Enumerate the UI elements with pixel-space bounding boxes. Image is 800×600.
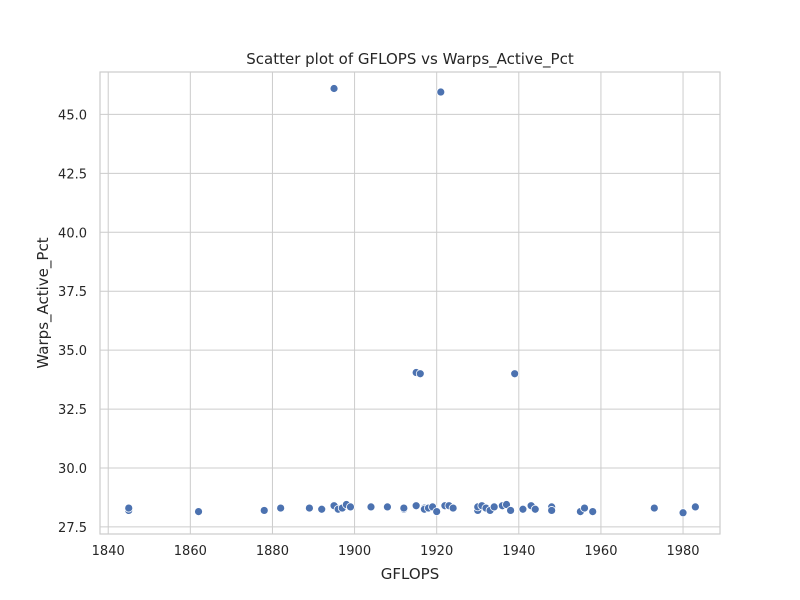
y-tick-label: 45.0 bbox=[58, 108, 87, 123]
scatter-point bbox=[317, 504, 327, 514]
scatter-point bbox=[194, 507, 203, 517]
scatter-point bbox=[649, 503, 659, 513]
x-tick-label: 1980 bbox=[666, 544, 699, 559]
scatter-point bbox=[276, 503, 286, 513]
scatter-point bbox=[415, 369, 425, 379]
x-tick-label: 1840 bbox=[92, 544, 125, 559]
scatter-point bbox=[432, 507, 442, 517]
y-tick-label: 27.5 bbox=[58, 521, 87, 536]
scatter-point bbox=[259, 506, 269, 515]
x-tick-label: 1900 bbox=[338, 544, 371, 559]
x-axis-label: GFLOPS bbox=[381, 565, 439, 583]
x-tick-label: 1960 bbox=[584, 544, 617, 559]
y-tick-labels: 27.5 30.0 32.5 35.0 37.5 40.0 42.5 45.0 bbox=[58, 108, 87, 536]
chart-title: Scatter plot of GFLOPS vs Warps_Active_P… bbox=[246, 50, 574, 69]
scatter-point bbox=[690, 502, 700, 512]
grid-lines bbox=[100, 72, 720, 534]
scatter-point bbox=[448, 503, 458, 513]
scatter-point bbox=[580, 503, 589, 513]
y-tick-label: 42.5 bbox=[58, 167, 87, 182]
scatter-point bbox=[489, 502, 499, 512]
scatter-point bbox=[305, 503, 314, 513]
scatter-point bbox=[329, 84, 339, 93]
y-tick-label: 35.0 bbox=[58, 344, 87, 359]
scatter-point bbox=[678, 508, 688, 518]
scatter-point bbox=[530, 504, 540, 514]
scatter-point bbox=[510, 369, 520, 379]
y-tick-label: 32.5 bbox=[58, 403, 87, 418]
x-tick-labels: 1840 1860 1880 1900 1920 1940 1960 1980 bbox=[92, 544, 700, 559]
scatter-point bbox=[518, 504, 528, 514]
scatter-point bbox=[383, 502, 392, 512]
scatter-point bbox=[366, 502, 376, 512]
scatter-point bbox=[436, 87, 446, 97]
scatter-point bbox=[506, 506, 515, 515]
x-tick-label: 1920 bbox=[420, 544, 453, 559]
data-points bbox=[124, 84, 700, 518]
y-tick-label: 37.5 bbox=[58, 285, 87, 300]
x-tick-label: 1940 bbox=[502, 544, 535, 559]
scatter-point bbox=[502, 500, 511, 509]
y-axis-label: Warps_Active_Pct bbox=[34, 237, 53, 368]
y-tick-label: 40.0 bbox=[58, 226, 87, 241]
scatter-point bbox=[124, 503, 134, 513]
scatter-point bbox=[399, 503, 409, 513]
scatter-point bbox=[588, 507, 598, 517]
x-tick-label: 1880 bbox=[256, 544, 289, 559]
scatter-point bbox=[411, 501, 421, 511]
y-tick-label: 30.0 bbox=[58, 462, 87, 477]
plot-frame bbox=[99, 71, 721, 535]
scatter-point bbox=[547, 506, 557, 515]
scatter-point bbox=[346, 502, 355, 512]
x-tick-label: 1860 bbox=[174, 544, 207, 559]
